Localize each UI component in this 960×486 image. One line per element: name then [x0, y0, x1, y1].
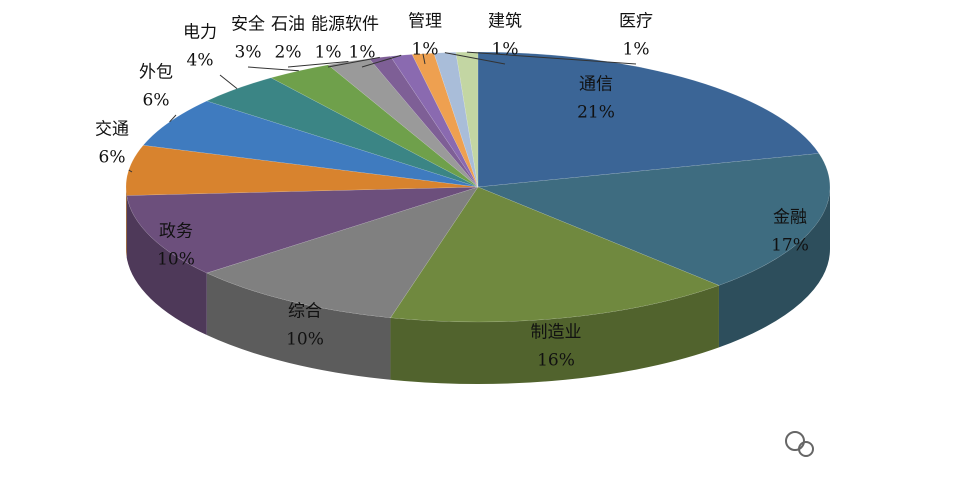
value-label: 17% [771, 236, 809, 256]
slice-label: 通信 [579, 75, 613, 95]
slice-side [390, 285, 719, 385]
value-label: 1% [412, 40, 439, 60]
slice-label: 安全 [231, 15, 265, 35]
slice-label: 综合 [288, 302, 322, 322]
slice-label: 电力 [183, 23, 217, 43]
slice-label: 外包 [139, 63, 173, 83]
slice-label: 制造业 [531, 323, 582, 343]
slice-side [206, 273, 391, 380]
slice [327, 58, 479, 188]
leader-line [247, 66, 299, 72]
slice [206, 186, 479, 319]
value-label: 6% [143, 91, 170, 111]
slice-label: 管理 [408, 12, 442, 32]
slice-label: 石油 [271, 15, 305, 35]
value-label: 4% [187, 51, 214, 71]
slice-label: 能源 [311, 15, 345, 35]
slice-side [718, 187, 830, 348]
pie-tops [125, 51, 831, 323]
leader-line [219, 74, 238, 89]
slice-label: 软件 [345, 15, 379, 35]
value-label: 10% [286, 330, 324, 350]
slice [390, 186, 720, 323]
slice-label: 医疗 [619, 12, 653, 32]
value-label: 1% [315, 43, 342, 63]
leader-line [169, 114, 177, 123]
leader-line [327, 56, 380, 68]
value-label: 3% [235, 43, 262, 63]
value-label: 1% [492, 40, 519, 60]
slice-side [126, 187, 127, 258]
slice [390, 54, 479, 188]
slice-label: 建筑 [488, 12, 522, 32]
pie-sides [126, 187, 830, 385]
value-label: 6% [99, 148, 126, 168]
slice-label: 政务 [159, 222, 193, 242]
leader-line [422, 53, 426, 65]
slice [477, 153, 831, 286]
slice-label: 交通 [95, 120, 129, 140]
value-label: 21% [577, 103, 615, 123]
watermark [785, 431, 814, 457]
labels: 通信 21% 金融 17% 制造业 16% 综合 10% 政务 10% 交通 6% 外包 6% 电力 4% 安全… [95, 12, 809, 371]
slice [477, 51, 820, 188]
value-label: 1% [623, 40, 650, 60]
leader-line [128, 169, 133, 173]
slice [270, 64, 479, 188]
value-label: 1% [349, 43, 376, 63]
value-label: 16% [537, 351, 575, 371]
watermark-icon [798, 441, 814, 457]
value-label: 2% [275, 43, 302, 63]
leader-line [466, 51, 637, 65]
leader-line [287, 60, 349, 68]
slice [206, 77, 479, 188]
value-label: 10% [157, 250, 195, 270]
leader-line [444, 52, 506, 65]
watermark-icon [785, 431, 805, 451]
slice [126, 186, 479, 274]
leader-line [361, 54, 402, 68]
slice-side [126, 195, 207, 336]
slice-label: 金融 [773, 208, 807, 228]
